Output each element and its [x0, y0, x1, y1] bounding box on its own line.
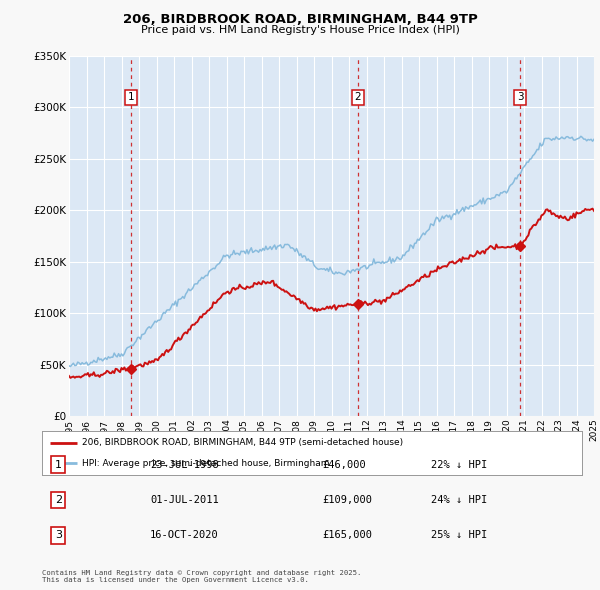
Text: 3: 3 [517, 92, 524, 102]
Text: 24% ↓ HPI: 24% ↓ HPI [431, 495, 487, 505]
Text: 206, BIRDBROOK ROAD, BIRMINGHAM, B44 9TP (semi-detached house): 206, BIRDBROOK ROAD, BIRMINGHAM, B44 9TP… [83, 438, 404, 447]
Text: 22% ↓ HPI: 22% ↓ HPI [431, 460, 487, 470]
Text: 16-OCT-2020: 16-OCT-2020 [150, 530, 219, 540]
Text: HPI: Average price, semi-detached house, Birmingham: HPI: Average price, semi-detached house,… [83, 458, 330, 467]
Text: 1: 1 [128, 92, 134, 102]
Text: £109,000: £109,000 [323, 495, 373, 505]
Text: 1: 1 [55, 460, 62, 470]
Text: 2: 2 [55, 495, 62, 505]
Text: 3: 3 [55, 530, 62, 540]
Text: 206, BIRDBROOK ROAD, BIRMINGHAM, B44 9TP: 206, BIRDBROOK ROAD, BIRMINGHAM, B44 9TP [122, 13, 478, 26]
Text: 23-JUL-1998: 23-JUL-1998 [150, 460, 219, 470]
Text: Price paid vs. HM Land Registry's House Price Index (HPI): Price paid vs. HM Land Registry's House … [140, 25, 460, 35]
Text: 25% ↓ HPI: 25% ↓ HPI [431, 530, 487, 540]
Text: 01-JUL-2011: 01-JUL-2011 [150, 495, 219, 505]
Text: £165,000: £165,000 [323, 530, 373, 540]
Text: 2: 2 [355, 92, 361, 102]
Text: Contains HM Land Registry data © Crown copyright and database right 2025.
This d: Contains HM Land Registry data © Crown c… [42, 570, 361, 583]
Text: £46,000: £46,000 [323, 460, 367, 470]
